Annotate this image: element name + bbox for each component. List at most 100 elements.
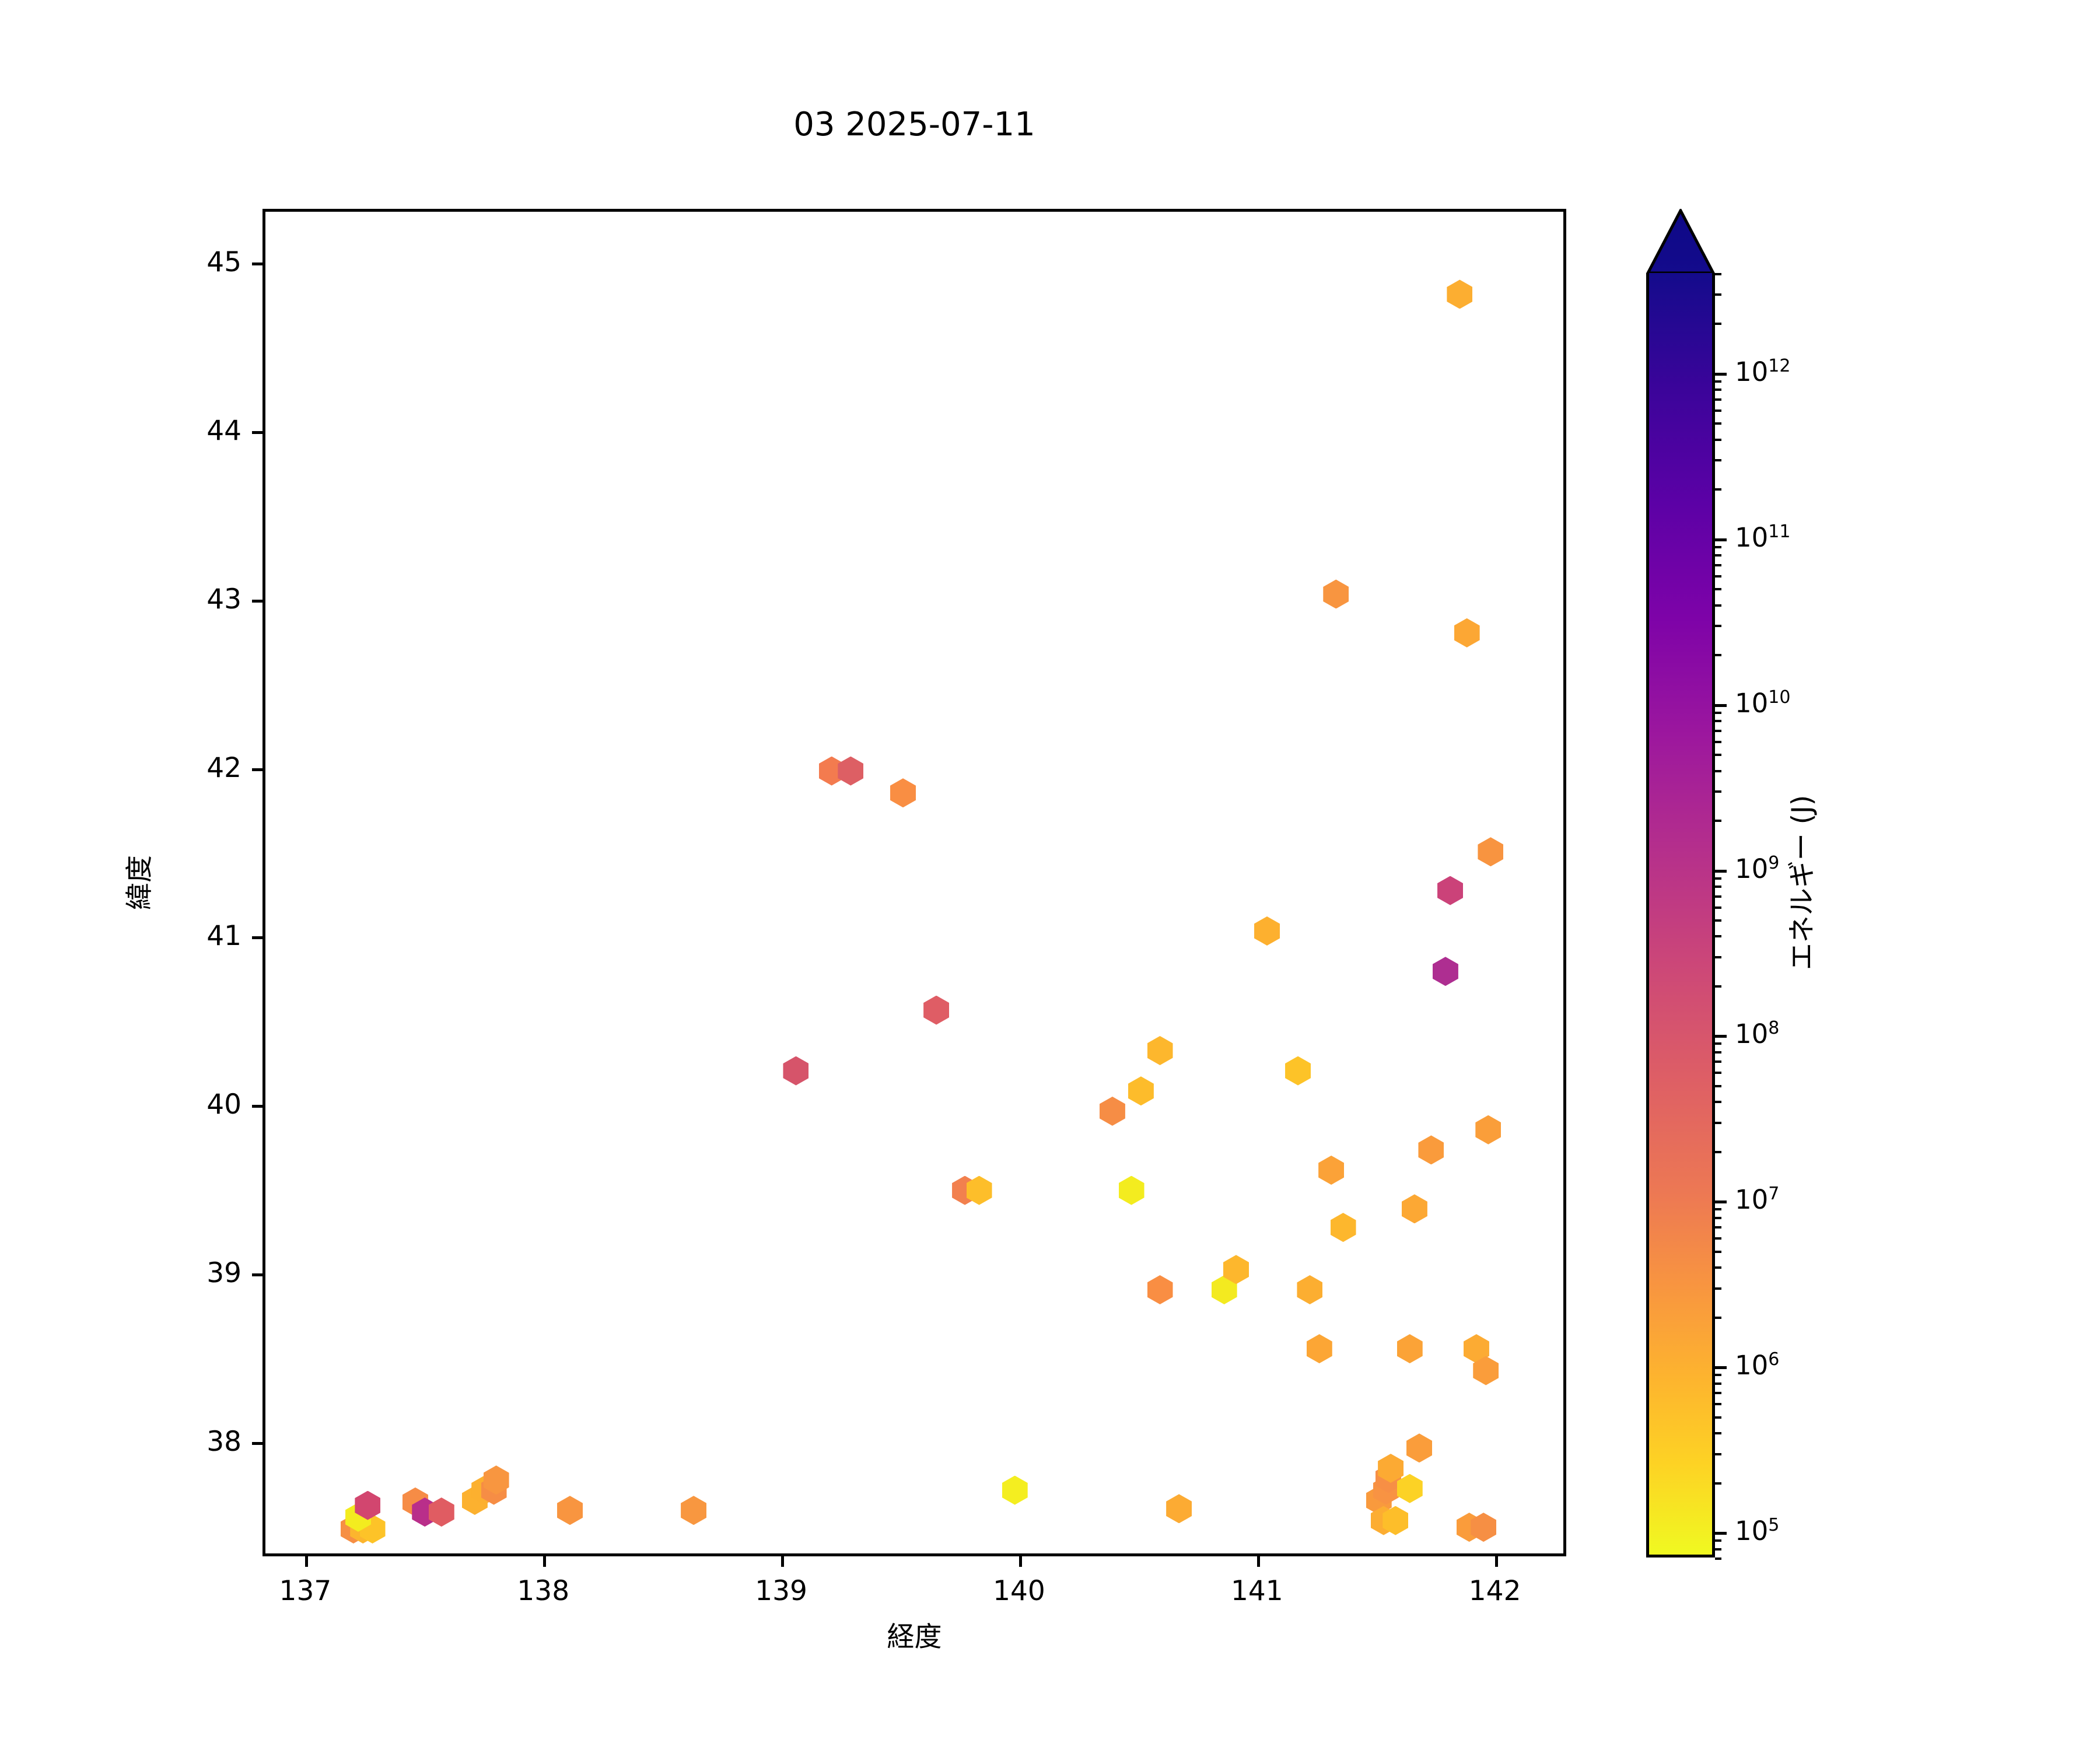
x-tick-mark (305, 1556, 309, 1567)
data-point (1478, 837, 1504, 867)
colorbar-minor-tick-mark (1715, 769, 1721, 772)
y-tick-mark (252, 1105, 262, 1108)
colorbar-minor-tick-mark (1715, 604, 1721, 607)
data-point (890, 778, 916, 808)
colorbar-tick-mark (1715, 538, 1727, 541)
data-point (1002, 1475, 1028, 1505)
y-tick-label: 43 (206, 583, 242, 615)
colorbar-minor-tick-mark (1715, 1051, 1721, 1054)
colorbar-minor-tick-mark (1715, 886, 1721, 888)
data-point (1447, 279, 1473, 309)
x-tick-label: 140 (993, 1575, 1045, 1607)
y-tick-label: 38 (206, 1425, 242, 1458)
data-point (557, 1496, 583, 1525)
x-tick-label: 137 (279, 1575, 332, 1607)
y-tick-label: 39 (206, 1256, 242, 1289)
data-point (1475, 1115, 1502, 1144)
colorbar-minor-tick-mark (1715, 273, 1721, 275)
colorbar-minor-tick-mark (1715, 545, 1721, 548)
data-point (1432, 957, 1458, 986)
colorbar-minor-tick-mark (1715, 575, 1721, 578)
data-point (1147, 1035, 1173, 1065)
colorbar-tick-label: 109 (1735, 852, 1780, 884)
y-tick-mark (252, 599, 262, 603)
colorbar-minor-tick-mark (1715, 488, 1721, 491)
x-tick-label: 141 (1230, 1575, 1283, 1607)
x-tick-mark (781, 1556, 785, 1567)
colorbar-minor-tick-mark (1715, 388, 1721, 391)
colorbar-minor-tick-mark (1715, 554, 1721, 557)
colorbar-tick-mark (1715, 1532, 1727, 1535)
data-point (1297, 1275, 1323, 1304)
colorbar-tick-label: 1011 (1735, 521, 1791, 553)
colorbar-minor-tick-mark (1715, 1216, 1721, 1219)
colorbar-minor-tick-mark (1715, 919, 1721, 922)
data-point (1406, 1433, 1433, 1463)
colorbar-minor-tick-mark (1715, 1539, 1721, 1542)
colorbar-minor-tick-mark (1715, 740, 1721, 743)
colorbar-minor-tick-mark (1715, 459, 1721, 462)
colorbar-minor-tick-mark (1715, 906, 1721, 909)
colorbar-minor-tick-mark (1715, 985, 1721, 988)
colorbar-minor-tick-mark (1715, 1403, 1721, 1406)
colorbar-minor-tick-mark (1715, 1287, 1721, 1290)
data-point (1330, 1213, 1356, 1242)
colorbar-tick-label: 107 (1735, 1184, 1780, 1216)
colorbar-tick-mark (1715, 869, 1727, 873)
data-point (1166, 1494, 1192, 1524)
data-point (1454, 618, 1480, 648)
data-point (1147, 1275, 1173, 1304)
colorbar-minor-tick-mark (1715, 564, 1721, 566)
colorbar-tick-mark (1715, 1366, 1727, 1370)
colorbar-minor-tick-mark (1715, 588, 1721, 591)
colorbar-minor-tick-mark (1715, 1237, 1721, 1240)
data-point (1128, 1076, 1154, 1106)
colorbar-tick-label: 108 (1735, 1018, 1780, 1050)
data-point (1396, 1334, 1423, 1364)
y-tick-mark (252, 936, 262, 940)
x-tick-label: 138 (517, 1575, 570, 1607)
data-point (838, 756, 864, 786)
colorbar-minor-tick-mark (1715, 1266, 1721, 1269)
colorbar-tick-label: 106 (1735, 1349, 1780, 1381)
colorbar-minor-tick-mark (1715, 877, 1721, 880)
y-tick-label: 45 (206, 246, 242, 279)
colorbar-minor-tick-mark (1715, 1416, 1721, 1419)
colorbar-arrow-outline (1646, 209, 1715, 274)
y-tick-label: 44 (206, 415, 242, 447)
y-axis-label: 緯度 (124, 855, 156, 910)
data-point (783, 1056, 809, 1086)
colorbar-minor-tick-mark (1715, 1382, 1721, 1385)
data-point (1437, 876, 1464, 905)
y-tick-mark (252, 1273, 262, 1276)
y-tick-label: 42 (206, 751, 242, 784)
page-title: 03 2025-07-11 (793, 106, 1035, 144)
data-point (1254, 916, 1280, 946)
data-point (923, 995, 950, 1025)
colorbar-minor-tick-mark (1715, 1084, 1721, 1087)
colorbar-minor-tick-mark (1715, 422, 1721, 425)
colorbar-minor-tick-mark (1715, 1374, 1721, 1377)
y-tick-mark (252, 431, 262, 435)
colorbar-minor-tick-mark (1715, 1558, 1721, 1560)
y-tick-mark (252, 262, 262, 266)
data-point (1118, 1175, 1144, 1205)
x-tick-mark (1256, 1556, 1260, 1567)
colorbar-minor-tick-mark (1715, 1072, 1721, 1074)
x-tick-label: 142 (1468, 1575, 1521, 1607)
colorbar-minor-tick-mark (1715, 1482, 1721, 1485)
colorbar-tick-mark (1715, 704, 1727, 707)
colorbar-minor-tick-mark (1715, 790, 1721, 793)
colorbar-minor-tick-mark (1715, 1101, 1721, 1104)
colorbar-minor-tick-mark (1715, 1150, 1721, 1153)
data-point (1306, 1334, 1332, 1364)
colorbar-minor-tick-mark (1715, 1226, 1721, 1229)
data-point (1318, 1155, 1345, 1185)
colorbar-minor-tick-mark (1715, 1548, 1721, 1550)
x-tick-label: 139 (755, 1575, 807, 1607)
colorbar-minor-tick-mark (1715, 1432, 1721, 1435)
colorbar-tick-mark (1715, 1200, 1727, 1204)
data-point (1401, 1194, 1427, 1224)
plot-frame (262, 209, 1566, 1556)
